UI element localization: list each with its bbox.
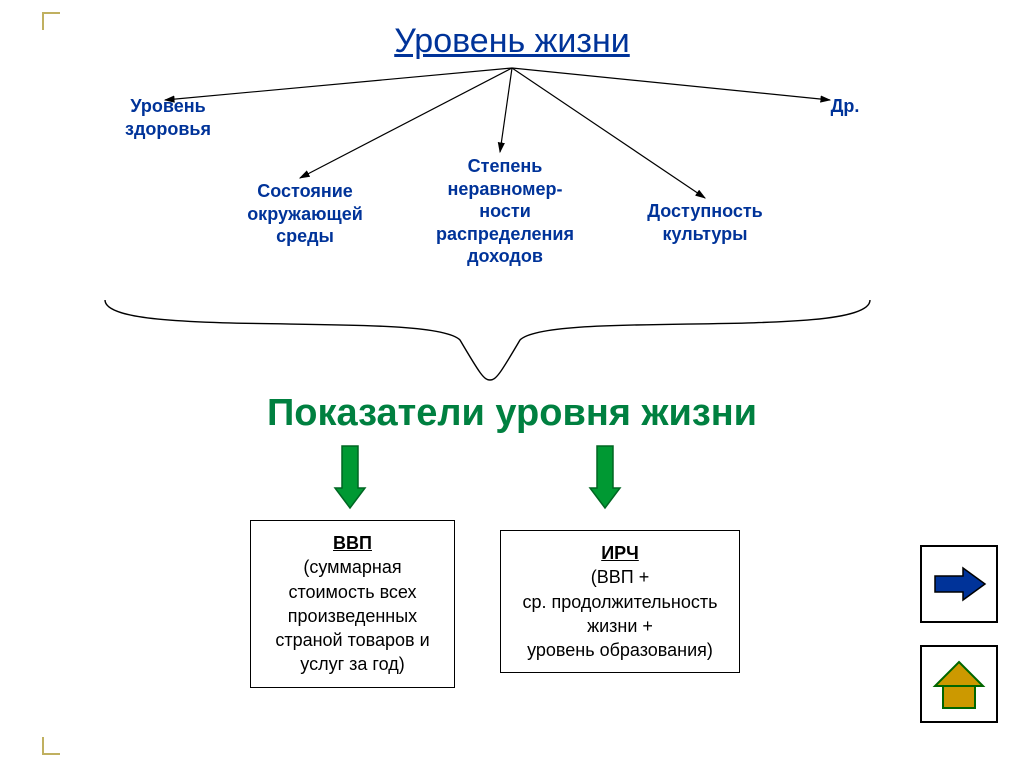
indicator-head: ИРЧ <box>509 541 731 565</box>
indicators-title: Показатели уровня жизни <box>0 392 1024 435</box>
indicator-body: (ВВП +ср. продолжительностьжизни +уровен… <box>509 565 731 662</box>
indicator-body: (суммарнаястоимость всехпроизведенныхстр… <box>259 555 446 676</box>
indicator-gdp: ВВП(суммарнаястоимость всехпроизведенных… <box>250 520 455 688</box>
arrow-right-icon <box>929 564 989 604</box>
nav-home-button[interactable] <box>920 645 998 723</box>
nav-forward-button[interactable] <box>920 545 998 623</box>
indicator-head: ВВП <box>259 531 446 555</box>
indicator-hdi: ИРЧ(ВВП +ср. продолжительностьжизни +уро… <box>500 530 740 673</box>
home-icon <box>929 656 989 712</box>
